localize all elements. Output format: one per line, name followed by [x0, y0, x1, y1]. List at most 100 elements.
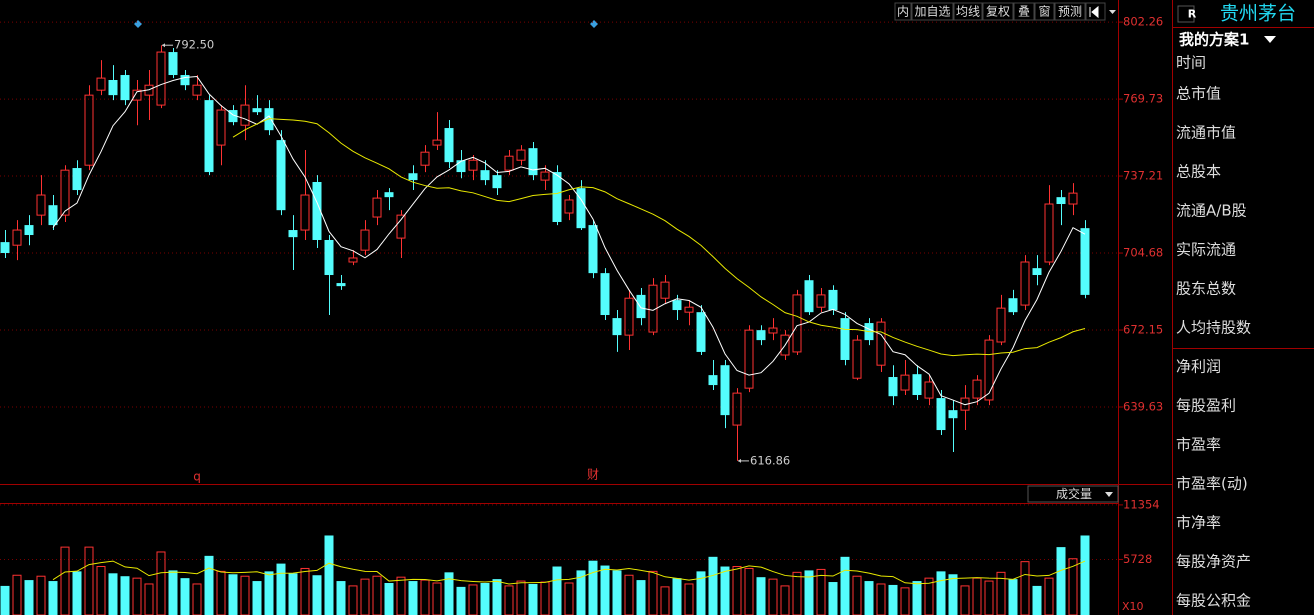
- volume-bar: [756, 577, 766, 615]
- min-label: 616.86: [750, 453, 790, 467]
- dropdown-arrow[interactable]: [1264, 36, 1276, 43]
- side-item[interactable]: 股东总数: [1176, 280, 1236, 298]
- volume-bar: [444, 572, 454, 615]
- toolbar-button[interactable]: [953, 2, 983, 21]
- volume-bar: [876, 583, 886, 615]
- side-item[interactable]: 市盈率: [1176, 436, 1221, 454]
- side-item[interactable]: 市盈率(动): [1176, 475, 1248, 493]
- volume-bar: [804, 570, 814, 615]
- volume-bar: [204, 555, 214, 615]
- side-item[interactable]: 人均持股数: [1176, 319, 1251, 337]
- indicator-select[interactable]: [1027, 485, 1119, 503]
- side-item[interactable]: 总市值: [1176, 85, 1221, 103]
- toolbar-button[interactable]: [1054, 2, 1086, 21]
- volume-bar: [912, 581, 922, 615]
- volume-bar: [864, 581, 874, 615]
- candle-body: [192, 84, 202, 96]
- candle-body: [984, 339, 994, 401]
- volume-bar: [684, 583, 694, 615]
- candle-body: [372, 197, 382, 218]
- candle-body: [552, 172, 562, 223]
- volume-bar: [228, 574, 238, 615]
- candle-body: [924, 381, 934, 399]
- volume-bar: [1080, 535, 1090, 615]
- candle-body: [876, 321, 886, 366]
- candle-body: [660, 281, 670, 299]
- side-item[interactable]: 每股净资产: [1176, 553, 1251, 571]
- toolbar-label[interactable]: 加自选: [914, 5, 950, 19]
- side-item[interactable]: 流通市值: [1176, 124, 1236, 142]
- candle-body: [792, 294, 802, 353]
- side-item[interactable]: 时间: [1176, 54, 1206, 72]
- volume-bar: [708, 556, 718, 615]
- candle-body: [900, 374, 910, 391]
- volume-bar: [264, 571, 274, 615]
- toolbar-label[interactable]: 预测: [1058, 5, 1082, 19]
- candle-body: [396, 214, 406, 239]
- indicator-title[interactable]: 成交量: [1056, 486, 1092, 501]
- toolbar-label[interactable]: 均线: [956, 5, 980, 19]
- side-item[interactable]: 流通A/B股: [1176, 202, 1247, 220]
- volume-bar: [192, 583, 202, 615]
- toolbar-button[interactable]: [982, 2, 1014, 21]
- y-tick-label: 769.73: [1123, 92, 1163, 106]
- toolbar-label[interactable]: 叠: [1018, 5, 1030, 19]
- candle-body: [240, 104, 250, 126]
- candle-body: [492, 175, 502, 189]
- volume-bar: [636, 580, 646, 615]
- volume-bar: [12, 574, 22, 615]
- candle-body: [1032, 268, 1042, 276]
- badge-text[interactable]: R: [1188, 8, 1197, 21]
- candle-body: [780, 334, 790, 356]
- candle-body: [288, 230, 298, 238]
- moving-average-line: [52, 76, 1086, 406]
- y-tick-label: 5728: [1123, 552, 1152, 566]
- side-item[interactable]: 每股盈利: [1176, 397, 1236, 415]
- side-item[interactable]: 市净率: [1176, 514, 1221, 532]
- candle-body: [912, 374, 922, 396]
- toolbar-label[interactable]: 复权: [986, 5, 1010, 19]
- event-marker[interactable]: q: [193, 470, 201, 484]
- candle-body: [1008, 298, 1018, 313]
- volume-bar: [84, 546, 94, 615]
- badge[interactable]: [1177, 5, 1195, 23]
- volume-bar: [840, 556, 850, 615]
- candle-body: [348, 257, 358, 263]
- volume-bar: [276, 563, 286, 615]
- toolbar-icon[interactable]: [1109, 10, 1116, 14]
- toolbar-button[interactable]: [911, 2, 954, 21]
- candle-body: [684, 306, 694, 313]
- side-item[interactable]: 实际流通: [1176, 241, 1236, 259]
- volume-bar: [564, 582, 574, 615]
- side-item[interactable]: 净利润: [1176, 358, 1221, 376]
- toolbar-button[interactable]: [894, 2, 912, 21]
- y-tick-label: 672.15: [1123, 323, 1163, 337]
- candle-body: [516, 149, 526, 161]
- min-pointer: [738, 458, 741, 463]
- candle-body: [672, 300, 682, 311]
- toolbar-icon[interactable]: [1089, 5, 1099, 19]
- toolbar-button[interactable]: [1034, 2, 1055, 21]
- side-item[interactable]: 每股公积金: [1176, 592, 1251, 610]
- scheme-select[interactable]: 我的方案1: [1179, 31, 1249, 49]
- volume-bar: [552, 566, 562, 615]
- event-marker[interactable]: 财: [587, 468, 599, 482]
- candle-body: [804, 280, 814, 313]
- candle-body: [108, 79, 118, 96]
- candle-body: [48, 205, 58, 226]
- volume-bar: [720, 566, 730, 615]
- volume-bar: [72, 571, 82, 615]
- side-item[interactable]: 总股本: [1176, 163, 1221, 181]
- candle-body: [888, 377, 898, 397]
- candle-body: [756, 330, 766, 341]
- candle-body: [336, 283, 346, 287]
- candle-body: [564, 199, 574, 214]
- volume-bar: [1020, 561, 1030, 615]
- candle-body: [1044, 203, 1054, 263]
- toolbar-button[interactable]: [1013, 2, 1035, 21]
- volume-bar: [516, 580, 526, 615]
- toolbar-label[interactable]: 窗: [1038, 5, 1050, 19]
- toolbar-label[interactable]: 内: [897, 5, 909, 19]
- volume-bar: [780, 585, 790, 615]
